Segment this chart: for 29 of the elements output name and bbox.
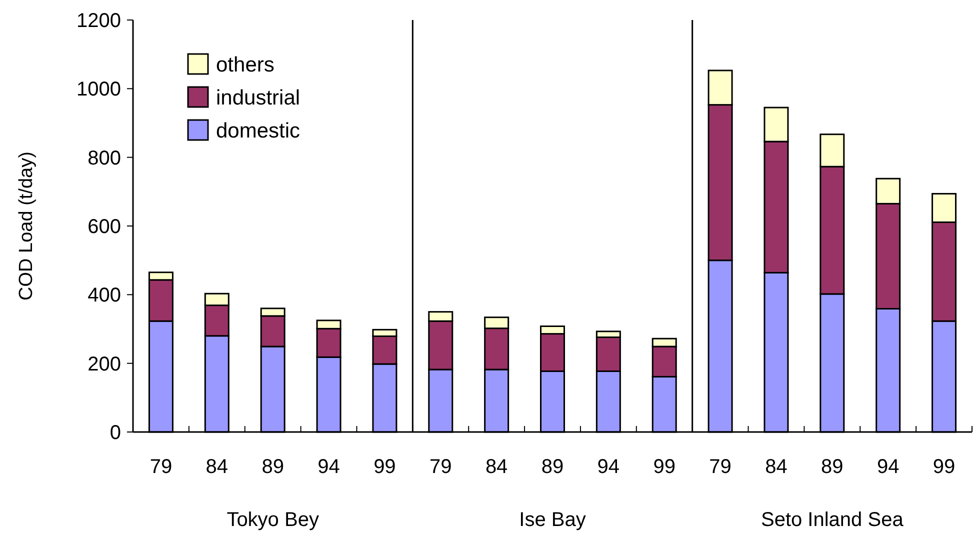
x-tick-label: 94: [318, 456, 340, 478]
legend-label: industrial: [216, 86, 300, 110]
x-tick-label: 84: [206, 456, 228, 478]
x-tick-label: 94: [597, 456, 620, 478]
x-tick-label: 79: [709, 456, 732, 478]
text: Seto Inland Sea: [760, 509, 904, 531]
x-tick-label: 99: [653, 456, 676, 478]
y-tick-label: 1200: [76, 10, 121, 32]
legend-label: others: [216, 53, 274, 76]
y-tick-label: 200: [88, 353, 121, 376]
y-tick-label: 1000: [76, 78, 121, 101]
text: Ise Bay: [519, 509, 586, 531]
y-tick-label: 0: [110, 422, 121, 444]
x-tick-label: 89: [262, 456, 284, 478]
x-tick-label: 94: [876, 456, 900, 478]
y-axis-title: COD Load (t/day): [16, 152, 37, 300]
text: Tokyo Bey: [226, 509, 319, 531]
x-tick-label: 99: [932, 456, 956, 478]
x-tick-label: 89: [821, 456, 844, 478]
y-tick-label: 600: [88, 216, 121, 238]
legend-label: domestic: [216, 119, 300, 142]
x-tick-label: 79: [430, 456, 452, 478]
y-tick-label: 400: [88, 284, 121, 307]
x-tick-label: 84: [485, 456, 508, 478]
y-tick-label: 800: [88, 147, 121, 170]
x-tick-label: 99: [374, 456, 396, 478]
x-tick-label: 79: [150, 456, 172, 478]
x-tick-label: 89: [541, 456, 564, 478]
x-tick-label: 84: [765, 456, 788, 478]
